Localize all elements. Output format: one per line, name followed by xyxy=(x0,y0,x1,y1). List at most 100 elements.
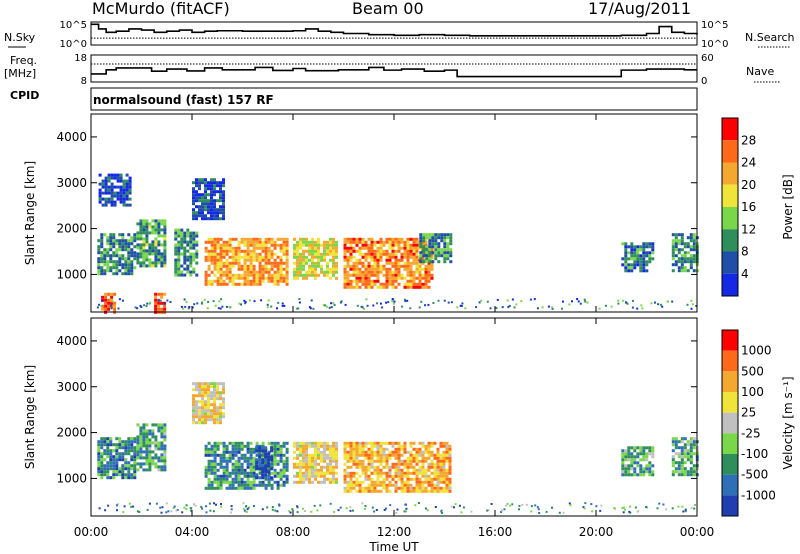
data-patch-velocity-4 xyxy=(293,441,338,484)
ylabel-power: Slant Range [km] xyxy=(23,161,37,265)
panel-frame-noise xyxy=(90,21,698,46)
data-patch-power-1 xyxy=(136,219,167,268)
xtick-label-5: 20:00 xyxy=(579,525,614,539)
beam-title: Beam 00 xyxy=(352,0,424,18)
right-tick-top-frequency: 60 xyxy=(701,53,714,64)
freq-label: Freq. xyxy=(10,54,38,67)
colorbar-swatch-power-6 xyxy=(722,251,738,274)
data-patch-power-4 xyxy=(293,237,338,280)
data-patch-power-8 xyxy=(671,233,699,273)
colorbar-label-power: Power [dB] xyxy=(781,174,795,239)
data-patch-power-7 xyxy=(621,242,655,273)
data-patch-power-3 xyxy=(204,237,289,286)
colorbar-swatch-power-2 xyxy=(722,162,738,185)
xtick-label-1: 04:00 xyxy=(175,525,210,539)
colorbar-label-velocity: Velocity [m s⁻¹] xyxy=(781,376,795,469)
ground-scatter-velocity xyxy=(98,502,696,514)
data-patch-power-2 xyxy=(174,228,199,277)
left-tick-top-frequency: 18 xyxy=(74,53,87,64)
site-title: McMurdo (fitACF) xyxy=(92,0,230,18)
colorbar-tick-velocity-0: 1000 xyxy=(741,344,772,358)
colorbar-swatch-power-3 xyxy=(722,184,738,207)
data-patch-velocity-0 xyxy=(97,437,137,480)
colorbar-swatch-power-5 xyxy=(722,229,738,252)
colorbar-swatch-velocity-3 xyxy=(722,392,738,413)
data-patch-power-11 xyxy=(101,292,117,314)
left-tick-bottom-frequency: 8 xyxy=(81,76,87,87)
ground-scatter-power xyxy=(96,298,698,310)
colorbar-swatch-velocity-5 xyxy=(722,433,738,454)
data-patch-power-6 xyxy=(419,233,453,264)
ytick-label-velocity-2000: 2000 xyxy=(56,426,87,440)
data-patch-power-10 xyxy=(192,178,225,221)
colorbar-swatch-power-0 xyxy=(722,118,738,141)
data-patch-velocity-3 xyxy=(255,446,274,480)
colorbar-swatch-velocity-7 xyxy=(722,474,738,496)
left-tick-bottom-noise: 10^0 xyxy=(60,39,87,50)
colorbar-tick-velocity-2: 100 xyxy=(741,385,764,399)
ytick-label-velocity-3000: 3000 xyxy=(56,380,87,394)
xtick-label-6: 00:00 xyxy=(680,525,715,539)
colorbar-tick-velocity-7: -1000 xyxy=(741,488,776,502)
ytick-label-power-1000: 1000 xyxy=(56,267,87,281)
data-patch-velocity-2 xyxy=(204,441,289,490)
colorbar-tick-power-12: 12 xyxy=(741,222,756,236)
colorbar-tick-power-16: 16 xyxy=(741,200,756,214)
data-patch-velocity-1 xyxy=(136,423,167,472)
ylabel-velocity: Slant Range [km] xyxy=(23,365,37,469)
left-tick-top-noise: 10^5 xyxy=(60,20,87,31)
ytick-label-power-3000: 3000 xyxy=(56,176,87,190)
xtick-label-0: 00:00 xyxy=(74,525,109,539)
xtick-label-2: 08:00 xyxy=(276,525,311,539)
cpid-text: normalsound (fast) 157 RF xyxy=(93,93,274,107)
nsearch-label: N.Search xyxy=(745,31,795,44)
colorbar-tick-velocity-4: -25 xyxy=(741,426,761,440)
panel-frame-frequency xyxy=(90,54,698,83)
series-line-noise-0 xyxy=(91,23,698,37)
nsky-label: N.Sky xyxy=(4,31,36,44)
heatmap-cells-velocity xyxy=(97,382,699,493)
xlabel: Time UT xyxy=(368,540,419,554)
colorbar-tick-power-8: 8 xyxy=(741,245,749,259)
right-tick-top-noise: 10^5 xyxy=(701,20,728,31)
xtick-label-3: 12:00 xyxy=(377,525,412,539)
colorbar-swatch-velocity-2 xyxy=(722,371,738,392)
colorbar-swatch-power-4 xyxy=(722,207,738,230)
ytick-label-power-2000: 2000 xyxy=(56,222,87,236)
colorbar-tick-power-28: 28 xyxy=(741,133,756,147)
data-patch-power-0 xyxy=(97,233,137,276)
data-patch-velocity-8 xyxy=(192,382,225,425)
colorbar-tick-velocity-3: 25 xyxy=(741,406,756,420)
colorbar-swatch-power-7 xyxy=(722,273,738,296)
colorbar-swatch-velocity-8 xyxy=(722,495,738,516)
colorbar-tick-power-4: 4 xyxy=(741,267,749,281)
colorbar-tick-velocity-6: -500 xyxy=(741,468,768,482)
ytick-label-power-4000: 4000 xyxy=(56,130,87,144)
data-patch-velocity-6 xyxy=(621,446,655,477)
series-line-frequency-0 xyxy=(91,66,697,78)
right-tick-bottom-noise: 10^0 xyxy=(701,39,728,50)
colorbar-swatch-velocity-0 xyxy=(722,330,738,351)
colorbar-tick-velocity-1: 500 xyxy=(741,364,764,378)
cpid-label: CPID xyxy=(10,89,40,102)
data-patch-velocity-7 xyxy=(671,437,699,477)
data-patch-velocity-5 xyxy=(343,441,452,493)
colorbar-swatch-velocity-4 xyxy=(722,412,738,434)
colorbar-tick-velocity-5: -100 xyxy=(741,447,768,461)
xtick-label-4: 16:00 xyxy=(478,525,513,539)
colorbar-swatch-velocity-1 xyxy=(722,350,738,372)
data-patch-power-9 xyxy=(98,173,132,207)
colorbar-frame-velocity xyxy=(721,329,739,517)
heatmap-cells-power xyxy=(97,173,699,314)
date-title: 17/Aug/2011 xyxy=(588,0,692,18)
nave-label: Nave xyxy=(746,65,775,78)
ytick-label-velocity-1000: 1000 xyxy=(56,471,87,485)
right-tick-bottom-frequency: 0 xyxy=(701,76,707,87)
colorbar-tick-power-20: 20 xyxy=(741,178,756,192)
colorbar-frame-power xyxy=(721,117,739,297)
mhz-label: [MHz] xyxy=(4,67,37,80)
colorbar-swatch-velocity-6 xyxy=(722,454,738,475)
cpid-frame xyxy=(90,87,698,111)
colorbar-swatch-power-1 xyxy=(722,140,738,163)
